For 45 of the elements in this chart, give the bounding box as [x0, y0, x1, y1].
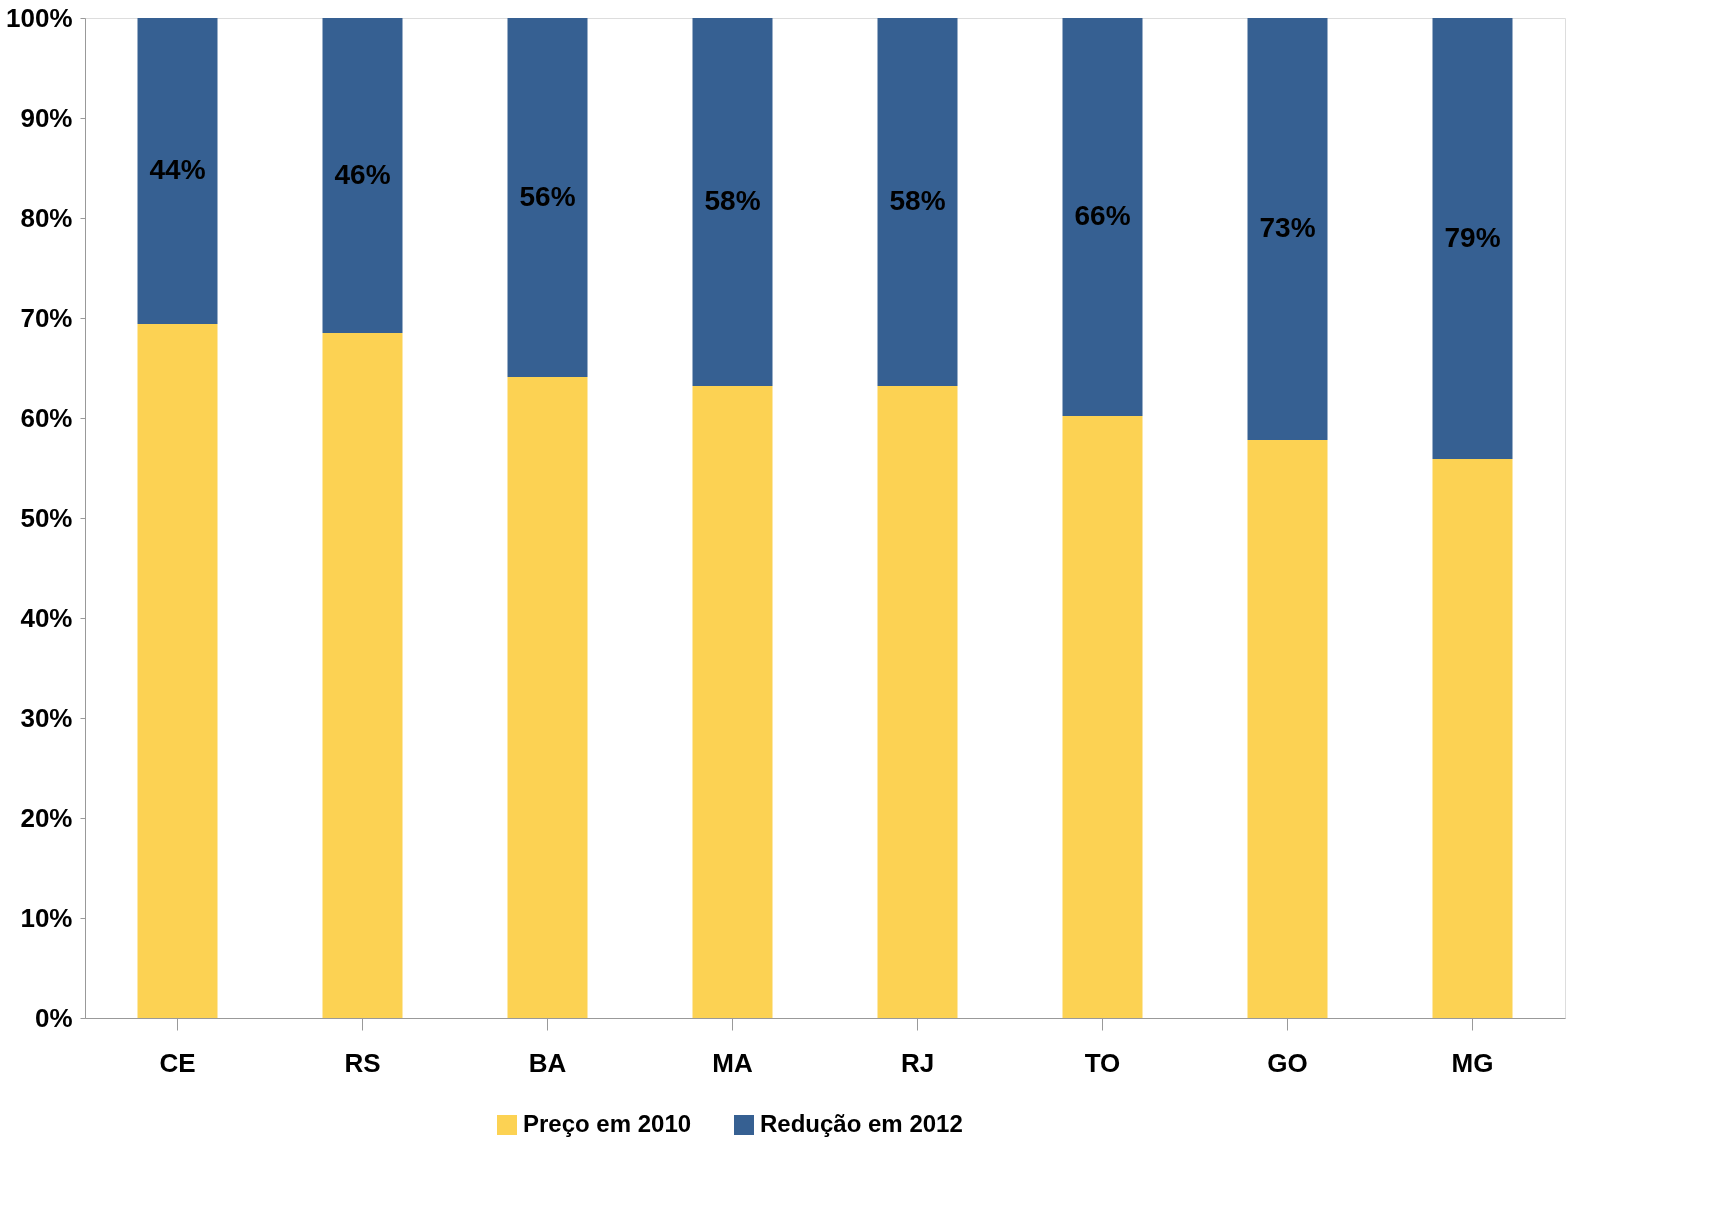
y-tick-label: 70% [20, 302, 73, 333]
y-tick-label: 80% [20, 202, 73, 233]
y-tick-label: 50% [20, 502, 73, 533]
y-tick-label: 90% [20, 102, 73, 133]
bar [137, 324, 218, 1018]
bar [1062, 18, 1143, 416]
x-tick-label: BA [528, 1047, 567, 1078]
bar [507, 377, 588, 1018]
bar [322, 18, 403, 333]
x-tick-label: CE [159, 1047, 196, 1078]
y-tick-label: 10% [20, 902, 73, 933]
bar [692, 18, 773, 386]
bar [1247, 440, 1328, 1018]
x-tick-label: TO [1084, 1047, 1121, 1078]
y-tick-label: 20% [20, 802, 73, 833]
bar [322, 333, 403, 1018]
x-tick-label: RS [344, 1047, 381, 1078]
bar [1432, 18, 1513, 459]
bar [507, 18, 588, 377]
annotation: 58% [704, 185, 761, 216]
bar [137, 18, 218, 324]
x-tick-label: MG [1451, 1047, 1494, 1078]
legend-label: Redução em 2012 [760, 1110, 963, 1137]
bar [692, 386, 773, 1018]
y-tick-label: 0% [34, 1002, 73, 1033]
bar [1432, 459, 1513, 1018]
annotation: 44% [149, 154, 206, 185]
annotation: 66% [1074, 200, 1131, 231]
bar [1247, 18, 1328, 440]
annotation: 73% [1259, 212, 1316, 243]
annotation: 79% [1444, 221, 1501, 253]
y-tick-label: 60% [20, 402, 73, 433]
x-tick-label: GO [1267, 1047, 1308, 1078]
legend-label: Preço em 2010 [523, 1110, 692, 1137]
x-tick-label: MA [712, 1047, 753, 1078]
bar [877, 18, 958, 386]
y-tick-label: 40% [20, 602, 73, 633]
annotation: 56% [519, 180, 576, 212]
y-tick-label: 30% [20, 702, 73, 733]
x-tick-label: RJ [900, 1047, 935, 1078]
annotation: 58% [889, 185, 946, 216]
y-tick-label: 100% [6, 2, 73, 33]
bar [877, 386, 958, 1018]
annotation: 46% [334, 158, 391, 190]
bar [1062, 416, 1143, 1018]
